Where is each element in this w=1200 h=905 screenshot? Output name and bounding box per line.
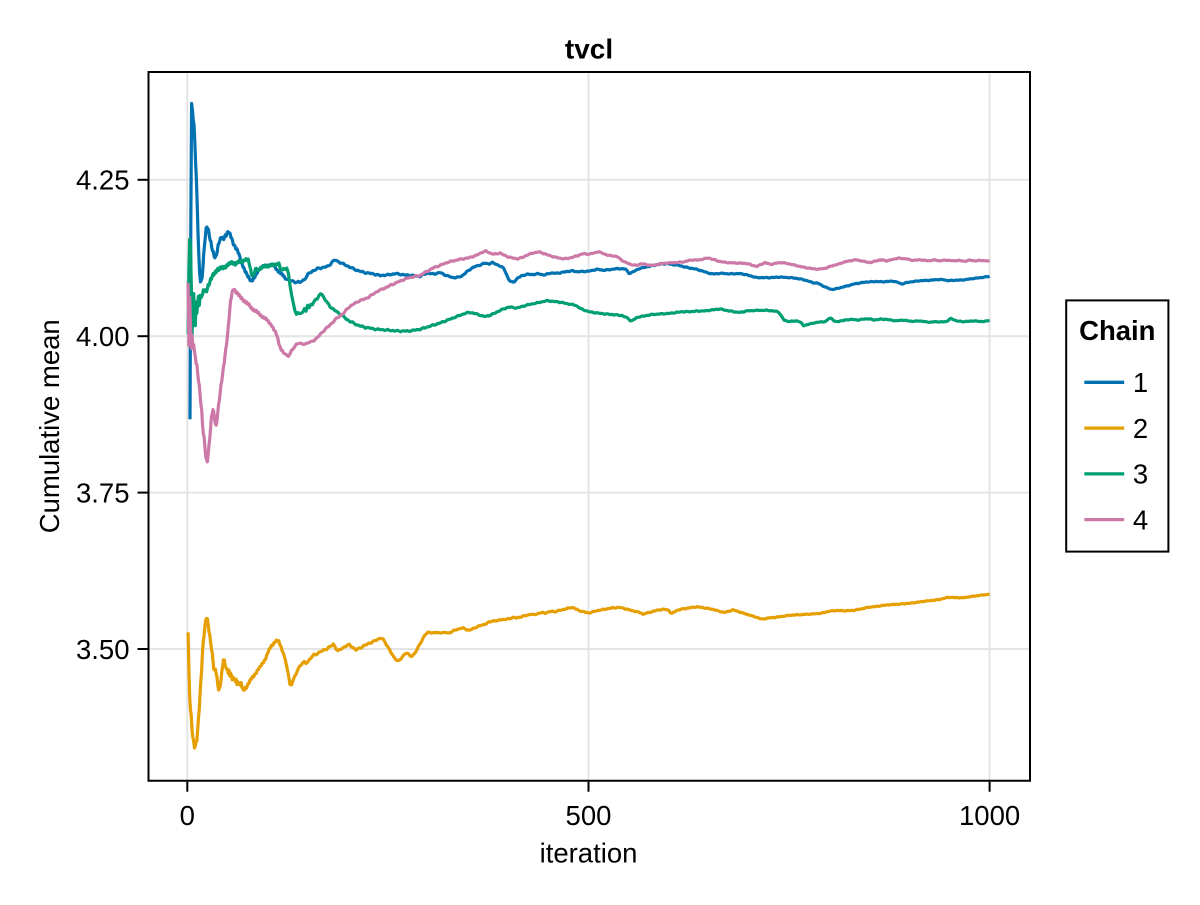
svg-text:tvcl: tvcl xyxy=(565,34,613,65)
svg-text:Chain: Chain xyxy=(1079,315,1155,346)
svg-text:2: 2 xyxy=(1133,413,1148,444)
svg-text:500: 500 xyxy=(566,800,612,831)
svg-text:4.00: 4.00 xyxy=(76,321,130,352)
svg-text:3.75: 3.75 xyxy=(76,477,130,508)
svg-text:3: 3 xyxy=(1133,459,1148,490)
svg-text:1: 1 xyxy=(1133,367,1148,398)
svg-text:4.25: 4.25 xyxy=(76,165,130,196)
svg-text:1000: 1000 xyxy=(959,800,1020,831)
svg-text:3.50: 3.50 xyxy=(76,634,130,665)
svg-text:iteration: iteration xyxy=(540,837,638,868)
svg-text:0: 0 xyxy=(180,800,195,831)
svg-text:4: 4 xyxy=(1133,504,1148,535)
svg-text:Cumulative mean: Cumulative mean xyxy=(34,319,65,533)
